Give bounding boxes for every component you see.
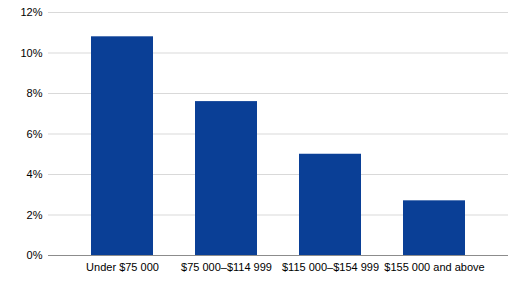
svg-text:2%: 2%	[27, 209, 43, 221]
svg-text:12%: 12%	[20, 6, 42, 18]
svg-text:6%: 6%	[27, 128, 43, 140]
svg-text:10%: 10%	[20, 47, 42, 59]
svg-text:$155 000 and above: $155 000 and above	[384, 261, 484, 273]
svg-text:0%: 0%	[27, 249, 43, 261]
svg-text:Under $75 000: Under $75 000	[86, 261, 159, 273]
svg-text:$75 000–$114 999: $75 000–$114 999	[181, 261, 272, 273]
svg-text:8%: 8%	[27, 87, 43, 99]
svg-text:4%: 4%	[27, 168, 43, 180]
svg-text:$115 000–$154 999: $115 000–$154 999	[282, 261, 379, 273]
